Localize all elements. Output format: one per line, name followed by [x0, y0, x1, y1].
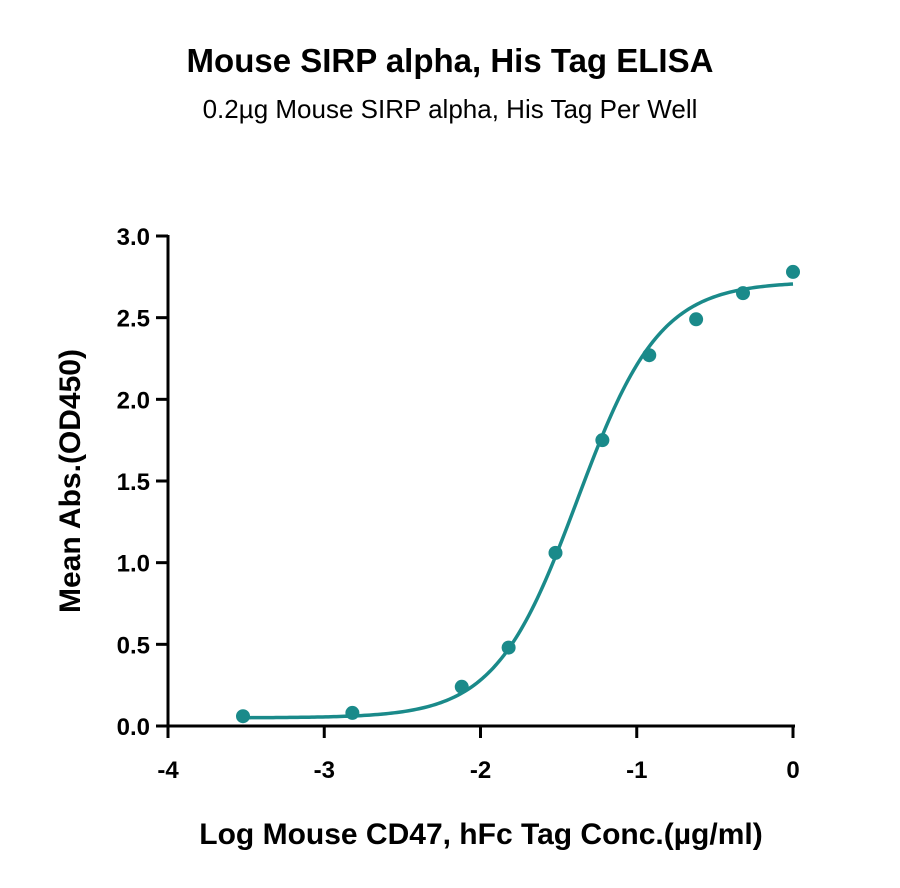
data-point	[595, 433, 610, 448]
y-tick-label: 0.5	[117, 632, 150, 659]
chart-subtitle: 0.2µg Mouse SIRP alpha, His Tag Per Well	[202, 94, 698, 124]
data-point	[642, 348, 657, 363]
y-tick-label: 2.5	[117, 306, 150, 333]
y-tick-label: 3.0	[117, 224, 150, 251]
fit-curve	[243, 282, 794, 720]
data-point	[736, 286, 750, 301]
x-tick-label: -4	[157, 757, 179, 784]
data-point	[786, 264, 800, 279]
data-marks	[236, 264, 800, 724]
x-tick-label: 0	[786, 757, 799, 784]
y-tick-label: 1.0	[117, 551, 150, 578]
axes: 0.0 0.5 1.0 1.5 2.0 2.5 3.0 -4 -3 -2 -1 0	[117, 224, 800, 784]
data-point	[501, 640, 516, 655]
x-tick-label: -2	[470, 757, 491, 784]
x-axis-label: Log Mouse CD47, hFc Tag Conc.(µg/ml)	[199, 818, 762, 851]
y-tick-label: 2.0	[117, 387, 150, 414]
data-point	[548, 545, 563, 560]
y-axis-label: Mean Abs.(OD450)	[54, 349, 87, 613]
y-tick-label: 0.0	[117, 714, 150, 741]
x-tick-label: -3	[314, 757, 335, 784]
data-point	[689, 312, 704, 327]
data-point	[236, 709, 250, 724]
x-tick-label: -1	[626, 757, 647, 784]
chart-title: Mouse SIRP alpha, His Tag ELISA	[186, 42, 714, 79]
data-point	[454, 679, 469, 694]
y-tick-label: 1.5	[117, 469, 150, 496]
data-point	[345, 705, 360, 720]
